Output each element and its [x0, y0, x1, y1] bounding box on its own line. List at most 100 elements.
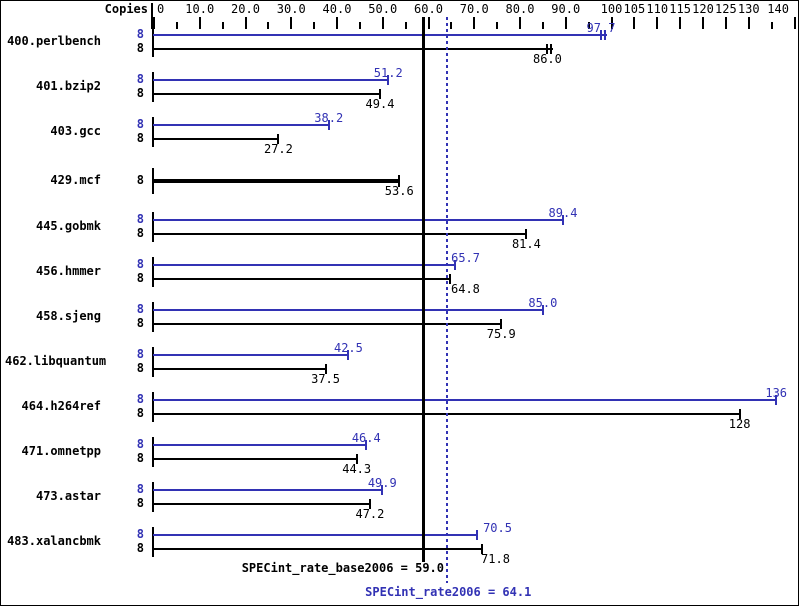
bar-base — [153, 368, 326, 370]
group-baseline — [152, 437, 154, 467]
copies-value: 8 — [136, 527, 144, 541]
x-axis-minor-tick — [221, 22, 224, 29]
bar-end-tick — [365, 440, 368, 450]
bar-end-tick — [738, 409, 741, 419]
copies-value: 8 — [136, 361, 144, 375]
bar-end-tick — [775, 395, 778, 405]
value-label-base: 47.2 — [355, 507, 385, 521]
value-label-base: 64.8 — [451, 282, 480, 296]
value-label-peak: 46.4 — [351, 431, 381, 445]
bar-end-tick — [355, 454, 358, 464]
value-label-peak: 49.9 — [367, 476, 397, 490]
bar-end-tick — [562, 215, 564, 225]
copies-value: 8 — [136, 86, 144, 100]
x-axis-label: 110 — [646, 2, 669, 16]
value-label-peak: 38.2 — [314, 111, 344, 125]
x-axis-tick — [793, 17, 796, 29]
copies-value: 8 — [136, 347, 144, 361]
x-axis-minor-tick — [313, 22, 316, 29]
bar-end-tick — [541, 305, 544, 315]
x-axis-tick — [633, 17, 636, 29]
copies-value: 8 — [136, 257, 144, 271]
x-axis-tick — [336, 17, 338, 29]
x-axis-label: 130 — [737, 2, 760, 16]
benchmark-label: 401.bzip2 — [35, 79, 101, 93]
x-axis-minor-tick — [587, 22, 590, 29]
bar-end-tick — [347, 350, 350, 360]
copies-value: 8 — [136, 482, 144, 496]
value-label-peak: 70.5 — [483, 521, 512, 535]
benchmark-label: 445.gobmk — [35, 219, 101, 233]
value-label-base: 44.3 — [342, 462, 372, 476]
x-axis-tick — [724, 17, 727, 29]
bar-base — [153, 93, 380, 95]
x-axis-label: 90.0 — [551, 2, 581, 16]
bar-end-tick — [368, 499, 371, 509]
copies-value: 8 — [136, 541, 144, 555]
bar-base — [153, 323, 502, 325]
benchmark-label: 462.libquantum — [5, 354, 107, 368]
bar-end-tick — [277, 134, 280, 144]
benchmark-label: 473.astar — [35, 489, 101, 503]
x-axis-minor-tick — [770, 22, 773, 29]
copies-value: 8 — [136, 271, 144, 285]
x-axis-label: 50.0 — [368, 2, 398, 16]
bar-end-tick — [327, 120, 330, 130]
mean-label-peak: SPECint_rate2006 = 64.1 — [365, 585, 532, 599]
bar-end-tick — [525, 229, 528, 239]
bar-peak — [153, 79, 389, 81]
x-axis-minor-tick — [267, 22, 270, 29]
x-axis-minor-tick — [541, 22, 544, 29]
copies-value: 8 — [136, 496, 144, 510]
copies-value: 8 — [136, 226, 144, 240]
group-baseline — [152, 527, 154, 557]
bar-end-tick — [453, 260, 456, 270]
axis-header-separator — [151, 3, 153, 29]
copies-value: 8 — [136, 41, 144, 55]
bar-end-tick — [381, 485, 384, 495]
bar-peak — [153, 34, 607, 36]
x-axis-tick — [381, 17, 384, 29]
mean-line-base — [422, 17, 426, 562]
x-axis-label: 70.0 — [459, 2, 489, 16]
x-axis-label: 80.0 — [505, 2, 535, 16]
value-label-peak: 65.7 — [451, 251, 481, 265]
bar-end-tick — [546, 44, 549, 54]
x-axis-label: 120 — [692, 2, 714, 16]
group-baseline — [152, 347, 154, 377]
x-axis-label: 100 — [600, 2, 623, 16]
bar-end-tick — [500, 319, 503, 329]
group-baseline — [152, 27, 154, 57]
group-baseline — [152, 72, 154, 102]
copies-value: 8 — [136, 72, 144, 86]
value-label-base: 37.5 — [311, 372, 341, 386]
bar-end-tick — [398, 175, 401, 187]
value-label-base: 71.8 — [481, 552, 510, 566]
x-axis-minor-tick — [404, 22, 407, 29]
x-axis-label: 0 — [157, 2, 165, 16]
x-axis-minor-tick — [358, 22, 361, 29]
copies-value: 8 — [136, 406, 144, 420]
bar-peak — [153, 399, 777, 401]
x-axis-tick — [473, 17, 476, 29]
value-label-peak: 51.2 — [373, 66, 403, 80]
bar-run-mark — [550, 44, 553, 54]
bar-peak — [153, 219, 563, 221]
x-axis-label: 140 — [767, 2, 789, 16]
bar-end-tick — [449, 274, 452, 284]
x-axis-tick — [564, 17, 567, 29]
x-axis-tick — [244, 17, 247, 29]
copies-value: 8 — [136, 302, 144, 316]
value-label-peak: 42.5 — [333, 341, 363, 355]
copies-header: Copies — [104, 2, 148, 16]
x-axis-minor-tick — [175, 22, 178, 29]
benchmark-label: 456.hmmer — [35, 264, 101, 278]
value-label-base: 49.4 — [365, 97, 395, 111]
value-label-base: 81.4 — [511, 237, 541, 251]
value-label-base: 128 — [728, 417, 751, 431]
bar-end-tick — [475, 530, 478, 540]
bar-end-tick — [379, 89, 381, 99]
bar-base — [153, 548, 483, 550]
copies-value: 8 — [136, 316, 144, 330]
x-axis-tick — [198, 17, 201, 29]
